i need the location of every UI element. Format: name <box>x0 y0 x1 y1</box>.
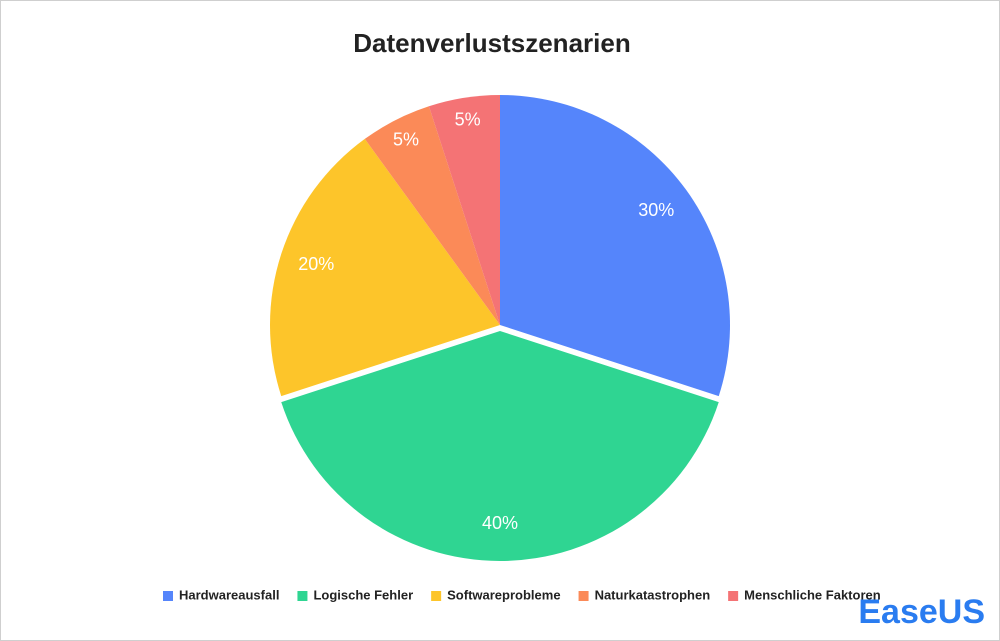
data-label: 20% <box>298 254 334 274</box>
chart-title: Datenverlustszenarien <box>353 28 630 58</box>
data-label: 5% <box>393 129 419 149</box>
legend-label: Hardwareausfall <box>179 587 279 602</box>
data-label: 40% <box>482 513 518 533</box>
legend-swatch <box>431 591 442 601</box>
pie-slice <box>281 331 719 561</box>
legend-label: Menschliche Faktoren <box>744 587 881 602</box>
legend-label: Softwareprobleme <box>447 587 560 602</box>
legend-swatch <box>728 591 739 601</box>
data-label: 30% <box>638 200 674 220</box>
legend-swatch <box>297 591 308 601</box>
legend-swatch <box>163 591 173 601</box>
legend-swatch <box>578 591 589 601</box>
data-label: 5% <box>455 109 481 129</box>
pie-slice <box>500 95 730 397</box>
watermark: EaseUS <box>858 593 985 631</box>
pie-slice <box>428 95 500 325</box>
pie-slice <box>270 138 500 397</box>
legend-label: Logische Fehler <box>313 587 413 602</box>
pie-slice <box>364 106 500 325</box>
legend-label: Naturkatastrophen <box>595 587 711 602</box>
